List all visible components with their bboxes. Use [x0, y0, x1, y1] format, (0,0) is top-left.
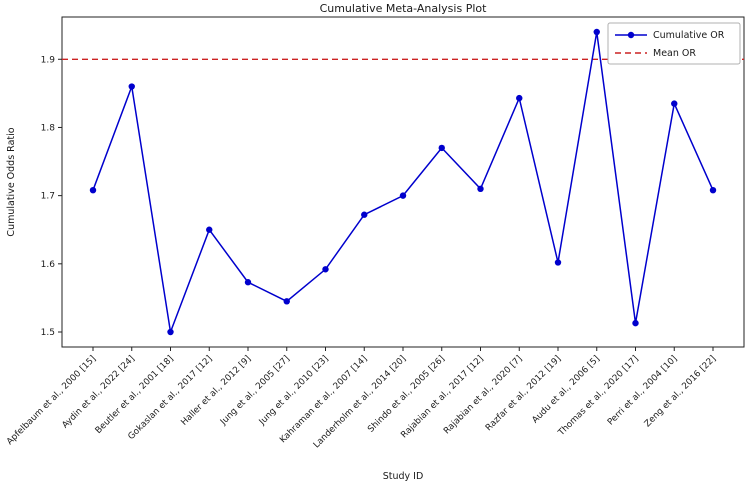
- data-point: [438, 144, 445, 152]
- y-tick-label: 1.8: [41, 123, 56, 133]
- x-tick-label: Beutler et al., 2001 [18]: [94, 354, 176, 436]
- data-point: [89, 186, 97, 194]
- x-tick-label: Zeng et al., 2016 [22]: [643, 354, 718, 429]
- chart-title: Cumulative Meta-Analysis Plot: [320, 2, 488, 15]
- data-point: [283, 298, 290, 305]
- data-point: [322, 266, 329, 273]
- y-tick-label: 1.6: [41, 260, 56, 270]
- x-tick-label: Audu et al., 2006 [5]: [530, 354, 601, 425]
- data-point: [167, 328, 174, 336]
- data-point: [671, 100, 678, 107]
- legend: Cumulative OR Mean OR: [607, 22, 741, 65]
- y-axis-label: Cumulative Odds Ratio: [6, 127, 17, 236]
- x-tick-label: Jung et al., 2005 [27]: [218, 354, 292, 428]
- x-tick-label: Thomas et al., 2020 [17]: [556, 354, 641, 439]
- y-tick-label: 1.7: [41, 192, 55, 202]
- y-axis: 1.5 1.6 1.7 1.8 1.9: [41, 55, 62, 338]
- data-point: [516, 94, 523, 102]
- legend-label-mean-or: Mean OR: [653, 48, 696, 59]
- y-tick-label: 1.9: [41, 55, 56, 65]
- data-point: [632, 319, 639, 327]
- data-point: [554, 259, 562, 266]
- x-tick-label: Shindo et al., 2005 [26]: [366, 354, 447, 435]
- x-tick-label: Aydin et al., 2022 [24]: [60, 354, 136, 430]
- y-tick-label: 1.5: [41, 328, 55, 338]
- legend-box: [607, 22, 741, 65]
- cumulative-or-marker-sample: [627, 31, 635, 39]
- x-tick-label: Rajabian et al., 2020 [7]: [442, 354, 524, 436]
- legend-label-cumulative-or: Cumulative OR: [653, 30, 725, 41]
- data-point: [593, 28, 600, 36]
- series-cumulative-or: [89, 28, 717, 336]
- x-tick-label: Razfar et al., 2012 [19]: [484, 354, 563, 433]
- x-axis-label: Study ID: [383, 471, 424, 482]
- x-tick-label: Rajabian et al., 2017 [12]: [399, 354, 485, 440]
- data-point: [709, 186, 717, 194]
- x-tick-label: Perri et al., 2004 [10]: [606, 354, 679, 427]
- data-point: [128, 83, 135, 90]
- data-point: [244, 279, 252, 286]
- x-tick-label: Jung et al., 2010 [23]: [257, 354, 331, 428]
- data-point: [361, 211, 368, 218]
- x-axis: Apfelbaum et al., 2000 [15]Aydin et al.,…: [5, 347, 718, 450]
- plot-area: [61, 16, 745, 348]
- x-tick-label: Haller et al., 2012 [9]: [179, 354, 253, 428]
- data-point: [477, 185, 484, 193]
- data-point: [206, 226, 213, 233]
- data-point: [399, 192, 407, 199]
